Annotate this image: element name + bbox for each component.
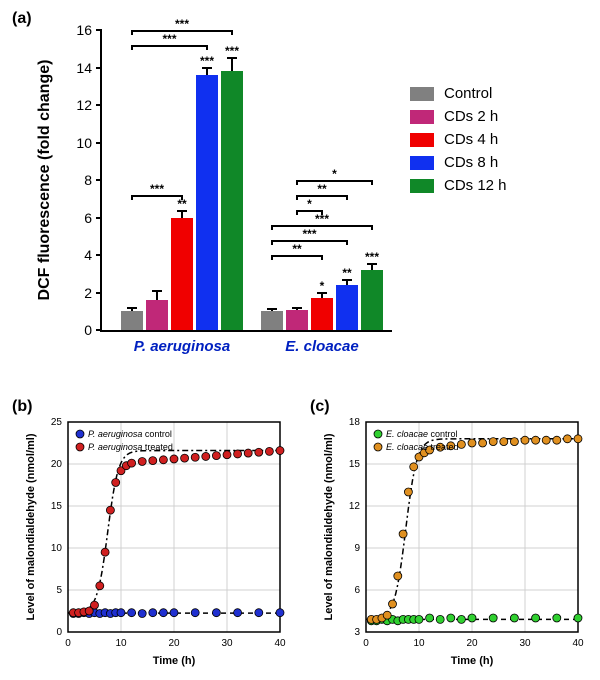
- svg-text:Time (h): Time (h): [451, 655, 494, 667]
- bar: [361, 270, 383, 330]
- panel-c: 0 10 20 30 40 3 6 9 12 15 18 Time (h) Level of malon…: [318, 410, 588, 670]
- svg-text:E. cloacae treated: E. cloacae treated: [386, 442, 459, 452]
- svg-text:P. aeruginosa control: P. aeruginosa control: [88, 429, 172, 439]
- panel-c-svg: 0 10 20 30 40 3 6 9 12 15 18 Time (h) Level of malon…: [318, 410, 588, 670]
- bracket-sig: *: [307, 197, 312, 211]
- legend-label: CDs 8 h: [444, 154, 498, 171]
- bracket-sig: ***: [175, 17, 189, 31]
- panel-a: (a) DCF fluorescence (fold change) 0 2 4 6 8…: [0, 10, 600, 390]
- legend-item: Control: [410, 85, 507, 102]
- svg-text:5: 5: [56, 585, 62, 596]
- svg-text:10: 10: [51, 543, 63, 554]
- svg-text:20: 20: [168, 638, 180, 649]
- bracket-sig: **: [292, 242, 301, 256]
- bar: [311, 298, 333, 330]
- svg-text:E. cloacae control: E. cloacae control: [386, 429, 458, 439]
- panel-a-ytick: 2: [84, 285, 92, 301]
- sig-marker: ***: [200, 54, 214, 68]
- legend-label: CDs 4 h: [444, 131, 498, 148]
- svg-text:Level of malondialdehyde (nmol: Level of malondialdehyde (nmol/ml): [25, 433, 37, 620]
- sig-marker: ***: [365, 250, 379, 264]
- bracket-sig: ***: [150, 182, 164, 196]
- legend-label: CDs 2 h: [444, 108, 498, 125]
- svg-text:20: 20: [466, 638, 478, 649]
- panel-b: 0 10 20 30 40 0 5 10 15 20 25 Time (h) Level of malo…: [20, 410, 290, 670]
- panel-a-legend: Control CDs 2 h CDs 4 h CDs 8 h CDs 12 h: [410, 85, 507, 200]
- svg-text:18: 18: [349, 417, 361, 428]
- svg-text:3: 3: [354, 627, 360, 638]
- svg-text:6: 6: [354, 585, 360, 596]
- panel-a-ytick: 12: [76, 97, 92, 113]
- bar: [261, 311, 283, 330]
- bracket-sig: *: [332, 167, 337, 181]
- svg-text:10: 10: [115, 638, 127, 649]
- svg-text:0: 0: [56, 627, 62, 638]
- panel-a-category: P. aeruginosa: [134, 338, 230, 355]
- legend-label: CDs 12 h: [444, 177, 507, 194]
- legend-label: Control: [444, 85, 492, 102]
- legend-swatch: [410, 87, 434, 101]
- legend-item: CDs 2 h: [410, 108, 507, 125]
- panel-a-ytick: 8: [84, 172, 92, 188]
- svg-text:30: 30: [221, 638, 233, 649]
- bar: [146, 300, 168, 330]
- bracket-sig: ***: [302, 227, 316, 241]
- bar: [171, 218, 193, 331]
- svg-text:40: 40: [274, 638, 286, 649]
- panel-a-ytick: 16: [76, 22, 92, 38]
- panel-a-ytick: 0: [84, 322, 92, 338]
- bar: [221, 71, 243, 330]
- bar: [196, 75, 218, 330]
- panel-a-ytick: 10: [76, 135, 92, 151]
- svg-text:40: 40: [572, 638, 584, 649]
- legend-swatch: [410, 179, 434, 193]
- svg-text:15: 15: [51, 501, 63, 512]
- legend-swatch: [410, 156, 434, 170]
- legend-item: CDs 4 h: [410, 131, 507, 148]
- svg-text:P. aeruginosa treated: P. aeruginosa treated: [88, 442, 173, 452]
- svg-text:0: 0: [363, 638, 369, 649]
- svg-text:15: 15: [349, 459, 361, 470]
- panel-a-ytick: 4: [84, 247, 92, 263]
- svg-text:12: 12: [349, 501, 361, 512]
- legend-item: CDs 12 h: [410, 177, 507, 194]
- panel-a-plot: 0246810121416********P. aeruginosa******…: [100, 30, 392, 332]
- legend-item: CDs 8 h: [410, 154, 507, 171]
- sig-marker: *: [320, 279, 325, 293]
- svg-text:10: 10: [413, 638, 425, 649]
- bar: [121, 311, 143, 330]
- legend-swatch: [410, 110, 434, 124]
- svg-text:0: 0: [65, 638, 71, 649]
- svg-text:9: 9: [354, 543, 360, 554]
- svg-text:Time (h): Time (h): [153, 655, 196, 667]
- panel-a-ytick: 6: [84, 210, 92, 226]
- svg-text:30: 30: [519, 638, 531, 649]
- panel-a-label: (a): [12, 10, 32, 28]
- svg-text:25: 25: [51, 417, 63, 428]
- panel-a-ylabel: DCF fluorescence (fold change): [36, 60, 54, 301]
- legend-swatch: [410, 133, 434, 147]
- bar: [336, 285, 358, 330]
- svg-text:20: 20: [51, 459, 63, 470]
- bracket-sig: ***: [162, 32, 176, 46]
- figure: (a) DCF fluorescence (fold change) 0 2 4 6 8…: [0, 0, 600, 680]
- sig-marker: ***: [225, 44, 239, 58]
- sig-marker: **: [342, 266, 351, 280]
- svg-text:Level of malondialdehyde (nmol: Level of malondialdehyde (nmol/ml): [323, 433, 335, 620]
- panel-a-category: E. cloacae: [285, 338, 358, 355]
- panel-a-ytick: 14: [76, 60, 92, 76]
- bar: [286, 310, 308, 330]
- panel-b-svg: 0 10 20 30 40 0 5 10 15 20 25 Time (h) Level of malo…: [20, 410, 290, 670]
- bracket-sig: **: [317, 182, 326, 196]
